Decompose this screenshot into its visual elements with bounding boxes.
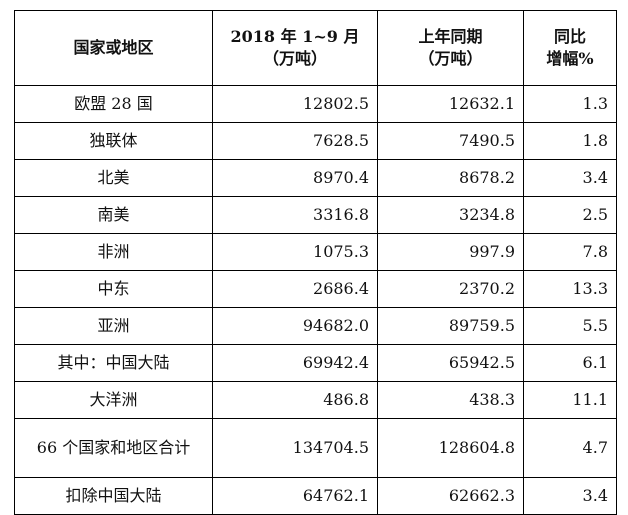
growth-cell: 2.5 [523,196,617,234]
header-current-period-unit: （万吨） [262,49,327,68]
header-growth-unit: 增幅% [546,49,594,68]
current-output-cell: 8970.4 [212,159,378,197]
table-row: 北美 8970.4 8678.2 3.4 [14,159,617,197]
header-region: 国家或地区 [14,10,213,86]
current-output-cell: 2686.4 [212,270,378,308]
region-cell: 其中：中国大陆 [14,344,213,382]
region-cell: 欧盟 28 国 [14,85,213,123]
current-output-cell: 94682.0 [212,307,378,345]
table-row: 非洲 1075.3 997.9 7.8 [14,233,617,271]
region-cell: 南美 [14,196,213,234]
region-cell: 非洲 [14,233,213,271]
table-row: 中东 2686.4 2370.2 13.3 [14,270,617,308]
region-cell: 北美 [14,159,213,197]
prior-output-cell: 997.9 [377,233,524,271]
header-region-label: 国家或地区 [73,37,154,57]
current-output-cell: 3316.8 [212,196,378,234]
growth-cell: 11.1 [523,381,617,419]
table-row: 其中：中国大陆 69942.4 65942.5 6.1 [14,344,617,382]
region-cell: 大洋洲 [14,381,213,419]
prior-output-cell: 65942.5 [377,344,524,382]
growth-cell: 4.7 [523,418,617,478]
growth-cell: 7.8 [523,233,617,271]
region-cell: 66 个国家和地区合计 [14,418,213,478]
current-output-cell: 134704.5 [212,418,378,478]
growth-cell: 3.4 [523,477,617,515]
region-cell: 亚洲 [14,307,213,345]
table-row: 66 个国家和地区合计 134704.5 128604.8 4.7 [14,418,617,478]
region-cell: 中东 [14,270,213,308]
current-output-cell: 1075.3 [212,233,378,271]
table-row: 独联体 7628.5 7490.5 1.8 [14,122,617,160]
table-row: 大洋洲 486.8 438.3 11.1 [14,381,617,419]
prior-output-cell: 438.3 [377,381,524,419]
growth-cell: 1.8 [523,122,617,160]
prior-output-cell: 62662.3 [377,477,524,515]
growth-cell: 3.4 [523,159,617,197]
prior-output-cell: 8678.2 [377,159,524,197]
header-prior-period-label: 上年同期 [418,26,483,46]
growth-cell: 1.3 [523,85,617,123]
header-growth-label: 同比 [553,26,586,46]
prior-output-cell: 2370.2 [377,270,524,308]
region-cell: 扣除中国大陆 [14,477,213,515]
table-row: 扣除中国大陆 64762.1 62662.3 3.4 [14,477,617,515]
data-table-container: 国家或地区 2018 年 1~9 月 （万吨） 上年同期 （万吨） 同比 增幅%… [14,10,617,515]
prior-output-cell: 89759.5 [377,307,524,345]
table-row: 欧盟 28 国 12802.5 12632.1 1.3 [14,85,617,123]
table-row: 南美 3316.8 3234.8 2.5 [14,196,617,234]
header-prior-period-unit: （万吨） [418,49,483,68]
growth-cell: 13.3 [523,270,617,308]
current-output-cell: 69942.4 [212,344,378,382]
steel-output-table: 国家或地区 2018 年 1~9 月 （万吨） 上年同期 （万吨） 同比 增幅%… [14,10,617,515]
growth-cell: 5.5 [523,307,617,345]
header-growth: 同比 增幅% [523,10,617,86]
current-output-cell: 7628.5 [212,122,378,160]
header-current-period-label: 2018 年 1~9 月 [230,26,360,46]
header-current-period: 2018 年 1~9 月 （万吨） [212,10,378,86]
current-output-cell: 486.8 [212,381,378,419]
region-cell: 独联体 [14,122,213,160]
current-output-cell: 12802.5 [212,85,378,123]
prior-output-cell: 3234.8 [377,196,524,234]
header-prior-period: 上年同期 （万吨） [377,10,524,86]
current-output-cell: 64762.1 [212,477,378,515]
prior-output-cell: 7490.5 [377,122,524,160]
table-header-row: 国家或地区 2018 年 1~9 月 （万吨） 上年同期 （万吨） 同比 增幅% [14,10,617,86]
prior-output-cell: 128604.8 [377,418,524,478]
prior-output-cell: 12632.1 [377,85,524,123]
growth-cell: 6.1 [523,344,617,382]
table-row: 亚洲 94682.0 89759.5 5.5 [14,307,617,345]
